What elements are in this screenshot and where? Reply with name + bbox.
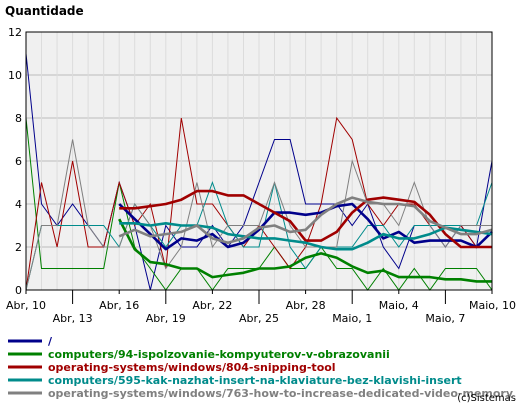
legend-label: operating-systems/windows/763-how-to-inc… xyxy=(48,387,513,400)
legend-label: computers/595-kak-nazhat-insert-na-klavi… xyxy=(48,374,462,387)
y-tick-label: 12 xyxy=(8,26,22,39)
y-tick-label: 4 xyxy=(15,198,22,211)
series-average-line xyxy=(118,202,493,251)
x-tick-label: Abr, 28 xyxy=(286,299,326,312)
x-tick-label: Abr, 13 xyxy=(53,312,93,325)
x-tick-label: Maio, 1 xyxy=(332,312,372,325)
x-tick-label: Abr, 10 xyxy=(6,299,46,312)
x-tick-label: Abr, 16 xyxy=(99,299,139,312)
legend: /computers/94-ispolzovanie-kompyuterov-v… xyxy=(8,335,513,400)
y-tick-label: 10 xyxy=(8,69,22,82)
watermark: (c)Sistemas xyxy=(457,393,516,404)
series-average-line xyxy=(118,218,492,283)
series-average-line xyxy=(119,189,492,249)
x-tick-label: Abr, 25 xyxy=(239,312,279,325)
y-axis-label: Quantidade xyxy=(5,4,84,18)
series-average-line xyxy=(119,222,493,251)
x-tick-label: Maio, 7 xyxy=(425,312,465,325)
series-layer xyxy=(25,53,493,291)
x-tick-label: Maio, 4 xyxy=(379,299,419,312)
legend-label: / xyxy=(48,335,53,348)
y-tick-label: 6 xyxy=(15,155,22,168)
y-tick-label: 2 xyxy=(15,241,22,254)
y-tick-label: 0 xyxy=(15,284,22,297)
series-daily-line xyxy=(25,139,492,291)
x-tick-label: Abr, 22 xyxy=(192,299,232,312)
y-tick-label: 8 xyxy=(15,112,22,125)
x-tick-label: Abr, 19 xyxy=(146,312,186,325)
legend-label: computers/94-ispolzovanie-kompyuterov-v-… xyxy=(48,348,390,361)
x-tick-label: Maio, 10 xyxy=(469,299,516,312)
legend-label: operating-systems/windows/804-snipping-t… xyxy=(48,361,336,374)
series-average-line xyxy=(118,196,493,244)
axis-tick-labels: 0 2 4 6 8 10 12 Abr, 10 Abr, 13 Abr, 16 Abr, 19 Abr… xyxy=(6,26,516,325)
series-daily-line xyxy=(25,181,493,291)
